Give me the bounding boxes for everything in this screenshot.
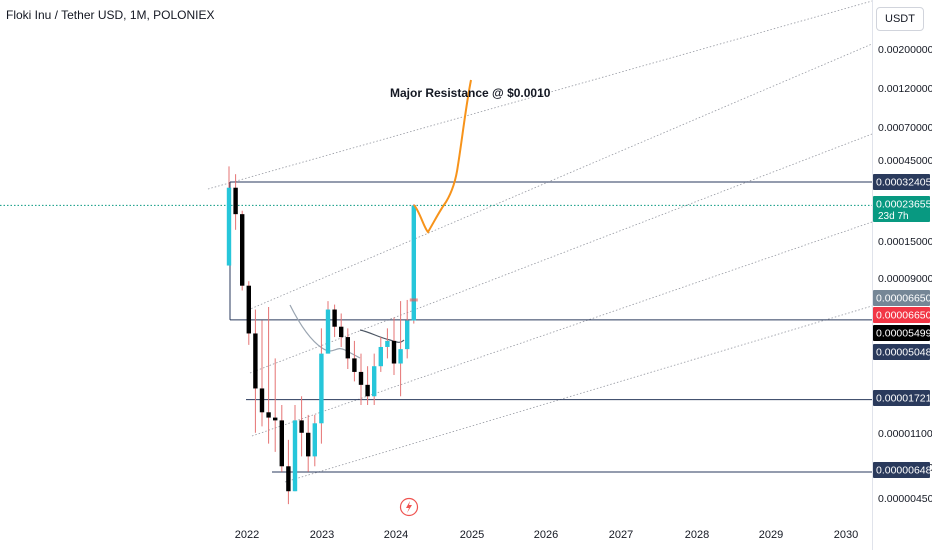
- channel-line: [251, 221, 873, 437]
- price-tag-text: 0.00005499: [876, 328, 932, 340]
- parallel-channel-lines: [207, 0, 873, 483]
- price-tag-subtext: 23d 7h: [878, 211, 909, 222]
- candle-body: [398, 349, 403, 364]
- candle-body: [405, 320, 410, 350]
- bar-marker: [409, 298, 418, 302]
- y-tick-label: 0.00045000: [878, 155, 932, 167]
- y-tick-label: 0.00000450: [878, 493, 932, 505]
- x-tick-label: 2023: [310, 529, 334, 541]
- projection-path: [413, 79, 472, 234]
- price-tag-text: 0.00023655: [876, 199, 932, 211]
- y-tick-label: 0.00015000: [878, 236, 932, 248]
- channel-line: [247, 43, 873, 311]
- price-tag-text: 0.00000648: [876, 465, 932, 477]
- bolt-glyph: [406, 501, 412, 513]
- candle-body: [306, 432, 311, 457]
- candle-body: [358, 371, 364, 385]
- candle-body: [253, 333, 258, 389]
- price-tag-box: [873, 174, 930, 190]
- resistance-annotation: Major Resistance @ $0.0010: [390, 86, 551, 100]
- candle-body: [286, 466, 291, 492]
- y-axis-ticks: 0.00200000 0.00120000 0.00070000 0.00045000…: [878, 44, 932, 505]
- candle-body: [372, 366, 377, 397]
- price-tag-text: 0.00001721: [876, 393, 932, 405]
- candle-body: [259, 388, 265, 413]
- price-tag-box: [873, 290, 930, 306]
- x-tick-label: 2024: [384, 529, 408, 541]
- price-tag-box: [873, 196, 930, 222]
- candle-body: [339, 326, 344, 338]
- candle-body: [345, 337, 350, 359]
- channel-line: [284, 305, 873, 483]
- price-tag-box: [873, 390, 930, 406]
- ma-line-light: [289, 304, 361, 359]
- price-tag-box: [873, 325, 930, 341]
- channel-line: [207, 0, 873, 190]
- price-tag-text: 0.00006650: [876, 310, 932, 322]
- price-tag-box: [873, 462, 930, 478]
- candle-body: [411, 205, 416, 321]
- price-axis-separator: [872, 0, 873, 550]
- y-tick-label: 0.00200000: [878, 44, 932, 56]
- price-tag-text: 0.00005048: [876, 347, 932, 359]
- candle-body: [266, 412, 271, 418]
- candle-body: [292, 420, 298, 492]
- candle-body: [332, 309, 337, 327]
- candle-body: [246, 285, 251, 334]
- price-tag-box: [873, 307, 930, 323]
- x-tick-label: 2030: [834, 529, 858, 541]
- candle-body: [391, 340, 397, 364]
- x-tick-label: 2028: [685, 529, 709, 541]
- y-tick-label: 0.00120000: [878, 83, 932, 95]
- candle-body: [378, 346, 383, 367]
- channel-line: [249, 133, 873, 374]
- y-tick-label: 0.00070000: [878, 122, 932, 134]
- chart-title: Floki Inu / Tether USD, 1M, POLONIEX: [6, 8, 215, 22]
- x-tick-label: 2026: [534, 529, 558, 541]
- x-tick-label: 2027: [609, 529, 633, 541]
- price-tag-box: [873, 344, 930, 360]
- candle-body: [352, 358, 357, 372]
- candle-body: [299, 420, 304, 433]
- x-tick-label: 2022: [235, 529, 259, 541]
- event-bolt-icon[interactable]: [399, 497, 419, 517]
- candle-body: [240, 214, 245, 286]
- candle-body: [279, 420, 284, 467]
- candle-body: [325, 309, 331, 354]
- x-tick-label: 2025: [460, 529, 484, 541]
- candle-body: [385, 340, 390, 347]
- x-tick-label: 2029: [759, 529, 783, 541]
- candle-body: [226, 187, 232, 266]
- candle-body: [365, 384, 370, 397]
- candle-body: [319, 353, 324, 424]
- y-tick-label: 0.00001100: [878, 428, 932, 440]
- candle-body: [312, 423, 317, 457]
- price-tag-text: 0.00006650: [876, 293, 932, 305]
- currency-button[interactable]: USDT: [876, 7, 924, 31]
- price-tag-text: 0.00032405: [876, 177, 932, 189]
- candlesticks: [226, 166, 418, 505]
- candle-body: [233, 187, 238, 215]
- y-tick-label: 0.00009000: [878, 273, 932, 285]
- candle-body: [273, 417, 278, 421]
- x-axis-ticks: 2022 2023 2024 2025 2026 2027 2028 2029 2030: [235, 529, 858, 541]
- ma-line-dark: [359, 329, 405, 343]
